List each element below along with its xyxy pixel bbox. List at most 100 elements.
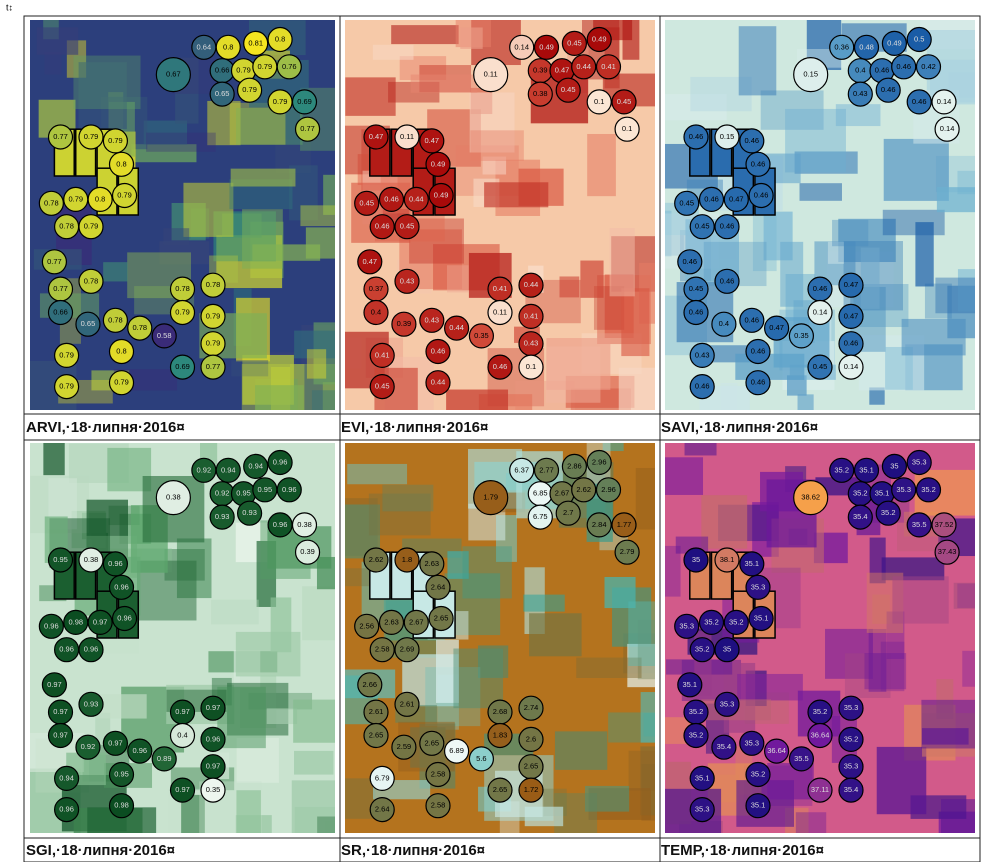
field-patch (382, 485, 433, 512)
circle-label: 0.92 (197, 465, 212, 474)
circle-label: 35.2 (704, 617, 719, 626)
circle-label: 0.4 (855, 66, 865, 75)
circle-label: 0.78 (175, 284, 190, 293)
circle-label: 6.89 (449, 746, 464, 755)
circle-label: 0.46 (431, 346, 446, 355)
circle-label: 2.62 (576, 485, 591, 494)
circle-label: 0.1 (594, 97, 604, 106)
circle-label: 0.35 (794, 331, 809, 340)
circle-label: 6.79 (375, 773, 390, 782)
caption: SAVI,·18·липня·2016¤ (661, 419, 818, 436)
circle-label: 35 (890, 461, 898, 470)
field-patch (619, 368, 664, 430)
circle-label: 0.77 (47, 257, 62, 266)
field-patch (294, 751, 333, 775)
circle-label: 0.96 (59, 645, 74, 654)
field-patch (554, 793, 597, 860)
anchor-marker: t↕ (6, 2, 13, 12)
circle-label: 0.47 (844, 311, 859, 320)
circle-label: 0.14 (844, 362, 859, 371)
field-patch (739, 26, 777, 95)
field-patch (608, 712, 672, 742)
circle-label: 0.46 (695, 382, 710, 391)
circle-label: 0.46 (689, 307, 704, 316)
field-patch (737, 674, 803, 700)
circle-label: 0.79 (175, 307, 190, 316)
circle-label: 0.77 (53, 132, 68, 141)
circle-label: 0.97 (108, 738, 123, 747)
field-patch (546, 346, 600, 402)
circle-label: 0.46 (813, 284, 828, 293)
circle-label: 0.46 (744, 136, 759, 145)
circle-label: 0.46 (493, 362, 508, 371)
circle-label: 0.79 (84, 222, 99, 231)
circle-label: 0.45 (689, 284, 704, 293)
circle-label: 0.44 (576, 62, 591, 71)
circle-label: 0.94 (59, 773, 74, 782)
circle-label: 0.79 (68, 194, 83, 203)
circle-label: 0.44 (431, 378, 446, 387)
circle-label: 0.41 (601, 62, 616, 71)
circle-label: 2.77 (539, 465, 554, 474)
circle-label: 0.14 (940, 124, 955, 133)
circle-label: 0.69 (297, 97, 312, 106)
circle-label: 0.79 (242, 85, 257, 94)
circle-label: 2.65 (434, 613, 449, 622)
circle-label: 35.3 (844, 703, 859, 712)
circle-label: 2.59 (397, 742, 412, 751)
circle-label: 1.8 (402, 555, 412, 564)
map-image: 0.920.940.940.960.920.950.950.960.930.93… (25, 434, 361, 862)
circle-label: 35.2 (689, 730, 704, 739)
circle-label: 35.5 (794, 754, 809, 763)
circle-label: 2.65 (369, 730, 384, 739)
circle-label: 0.15 (720, 132, 735, 141)
circle-label: 2.79 (620, 547, 635, 556)
circle-label: 0.96 (282, 485, 297, 494)
circle-label: 35.3 (844, 762, 859, 771)
circle-label: 0.81 (248, 38, 263, 47)
circle-label: 0.79 (84, 132, 99, 141)
field-patch (610, 228, 635, 296)
field-patch (391, 25, 458, 44)
circle-label: 0.41 (524, 311, 539, 320)
circle-label: 0.79 (273, 97, 288, 106)
field-patch (146, 133, 216, 152)
circle-label: 0.97 (206, 762, 221, 771)
caption: ARVI,·18·липня·2016¤ (26, 419, 185, 436)
circle-label: 0.78 (59, 222, 74, 231)
field-patch (37, 27, 78, 54)
field-patch (962, 651, 986, 687)
circle-label: 0.14 (514, 42, 529, 51)
field-patch (922, 728, 969, 744)
circle-label: 0.49 (434, 190, 449, 199)
circle-label: 0.94 (248, 461, 263, 470)
circle-label: 0.1 (526, 362, 536, 371)
field-patch (877, 747, 927, 814)
field-patch (798, 394, 814, 421)
circle-label: 2.61 (400, 699, 415, 708)
circle-label: 0.47 (424, 136, 439, 145)
circle-label: 37.52 (935, 520, 954, 529)
circle-label: 0.95 (53, 555, 68, 564)
circle-label: 0.46 (912, 97, 927, 106)
circle-label: 2.58 (375, 645, 390, 654)
circle-label: 0.97 (175, 707, 190, 716)
circle-label: 0.43 (424, 315, 439, 324)
circle-label: 36.64 (767, 746, 786, 755)
circle-label: 1.79 (483, 493, 498, 502)
circle-label: 0.66 (53, 307, 68, 316)
circle-label: 0.97 (53, 730, 68, 739)
field-patch (163, 228, 189, 245)
circle-label: 0.77 (300, 124, 315, 133)
circle-label: 0.38 (533, 89, 548, 98)
circle-label: 0.8 (116, 159, 126, 168)
field-patch (529, 613, 582, 656)
circle-label: 2.66 (362, 680, 377, 689)
circle-label: 35.1 (859, 465, 874, 474)
circle-label: 0.97 (53, 707, 68, 716)
field-patch (902, 319, 966, 356)
circle-label: 6.85 (533, 489, 548, 498)
circle-label: 0.47 (769, 323, 784, 332)
circle-label: 0.8 (223, 42, 233, 51)
circle-label: 0.47 (369, 132, 384, 141)
